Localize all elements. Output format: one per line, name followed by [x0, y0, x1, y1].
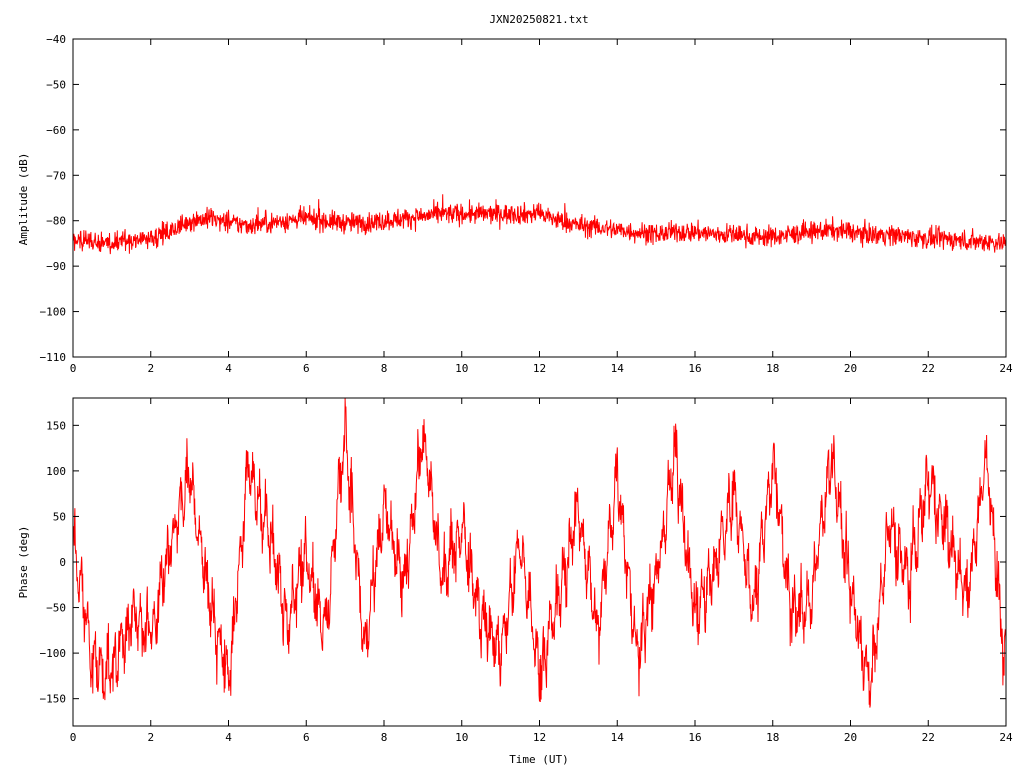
amplitude-y-tick-label: −80: [46, 215, 66, 228]
amplitude-traces: [72, 194, 1007, 255]
amplitude-x-tick-label: 12: [533, 362, 546, 375]
amplitude-y-axis-label: Amplitude (dB): [17, 153, 30, 246]
amplitude-x-tick-label: 24: [999, 362, 1013, 375]
amplitude-series-line: [72, 194, 1007, 255]
phase-x-tick-label: 16: [688, 731, 701, 744]
amplitude-y-tick-label: −90: [46, 260, 66, 273]
phase-x-tick-label: 10: [455, 731, 468, 744]
phase-x-tick-label: 22: [922, 731, 935, 744]
phase-x-tick-label: 24: [999, 731, 1013, 744]
amplitude-x-tick-label: 8: [381, 362, 388, 375]
amplitude-panel: JXN20250821.txt Amplitude (dB) 0 2 4 6 8 10 12…: [17, 13, 1013, 375]
amplitude-y-tick-label: −50: [46, 78, 66, 91]
amplitude-plot-frame: [72, 38, 1007, 358]
phase-y-axis-label: Phase (deg): [17, 526, 30, 599]
amplitude-x-tick-label: 20: [844, 362, 857, 375]
phase-y-tick-label: 100: [46, 465, 66, 478]
amplitude-x-tick-label: 22: [922, 362, 935, 375]
phase-x-tick-label: 14: [611, 731, 625, 744]
amplitude-axes: 0 2 4 6 8 10 12 14 16 18 20 22 24−40−50−60−70−80−90−…: [40, 33, 1013, 375]
phase-series-line: [72, 398, 1007, 708]
amplitude-y-tick-label: −60: [46, 124, 66, 137]
amplitude-x-tick-label: 2: [147, 362, 154, 375]
amplitude-x-tick-label: 10: [455, 362, 468, 375]
phase-x-tick-label: 4: [225, 731, 232, 744]
time-x-axis-label: Time (UT): [509, 753, 569, 766]
phase-y-tick-label: 150: [46, 419, 66, 432]
amplitude-x-tick-label: 14: [611, 362, 625, 375]
amplitude-y-tick-label: −100: [40, 306, 67, 319]
phase-traces: [72, 398, 1007, 708]
phase-y-tick-label: 0: [59, 556, 66, 569]
phase-y-tick-label: −150: [40, 693, 67, 706]
amplitude-y-tick-label: −70: [46, 169, 66, 182]
phase-x-tick-label: 0: [70, 731, 77, 744]
phase-x-tick-label: 8: [381, 731, 388, 744]
phase-y-tick-label: −50: [46, 602, 66, 615]
amplitude-y-tick-label: −110: [40, 351, 67, 364]
phase-x-tick-label: 2: [147, 731, 154, 744]
chart-title: JXN20250821.txt: [489, 13, 588, 26]
amplitude-x-tick-label: 16: [688, 362, 701, 375]
phase-plot-frame: [72, 397, 1007, 727]
amplitude-x-tick-label: 0: [70, 362, 77, 375]
phase-x-tick-label: 20: [844, 731, 857, 744]
amplitude-x-tick-label: 6: [303, 362, 310, 375]
amplitude-y-tick-label: −40: [46, 33, 66, 46]
phase-panel: Phase (deg) Time (UT) 0 2 4 6 8 10 12 14 16 18 20 2…: [17, 397, 1013, 766]
phase-x-tick-label: 12: [533, 731, 546, 744]
phase-x-tick-label: 18: [766, 731, 779, 744]
phase-x-tick-label: 6: [303, 731, 310, 744]
phase-y-tick-label: 50: [53, 510, 66, 523]
phase-y-tick-label: −100: [40, 647, 67, 660]
amplitude-x-tick-label: 18: [766, 362, 779, 375]
amplitude-x-tick-label: 4: [225, 362, 232, 375]
